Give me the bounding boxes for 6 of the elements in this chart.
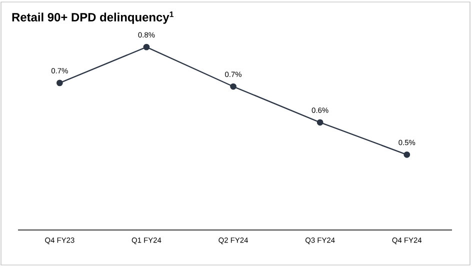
point bbox=[143, 44, 150, 50]
point bbox=[56, 80, 63, 86]
point bbox=[316, 119, 324, 126]
point bbox=[404, 151, 410, 158]
chart-title: Retail 90+ DPD delinquency$^{1}$ bbox=[12, 12, 174, 24]
point bbox=[230, 83, 236, 90]
